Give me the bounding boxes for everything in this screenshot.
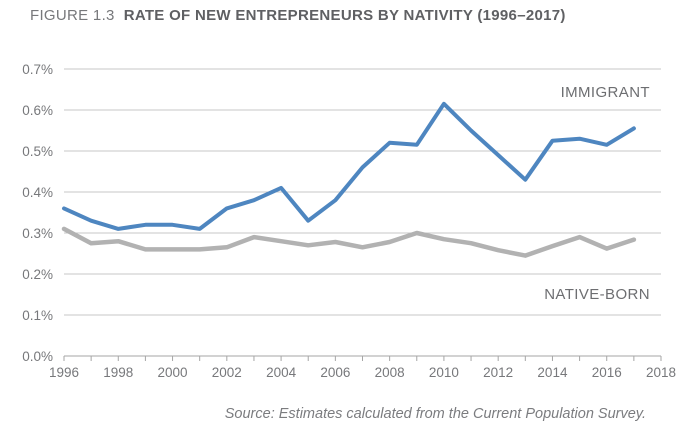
x-axis-tick-label: 2018 xyxy=(646,365,676,380)
native-born-line xyxy=(61,226,637,258)
x-axis-tick-label: 2000 xyxy=(158,365,188,380)
y-axis-tick-label: 0.0% xyxy=(22,349,53,364)
y-axis-tick-label: 0.2% xyxy=(22,267,53,282)
x-axis-tick-label: 1996 xyxy=(49,365,79,380)
figure-heading: RATE OF NEW ENTREPRENEURS BY NATIVITY (1… xyxy=(123,7,566,24)
y-axis-tick-label: 0.5% xyxy=(22,144,53,159)
x-axis-tick-label: 2012 xyxy=(483,365,513,380)
y-axis-tick-label: 0.7% xyxy=(22,62,53,77)
immigrant-line xyxy=(62,101,636,231)
x-axis-tick-label: 2014 xyxy=(537,365,568,380)
y-axis-tick-label: 0.1% xyxy=(22,308,53,323)
x-axis-tick-label: 2010 xyxy=(429,365,459,380)
immigrant-series-label: IMMIGRANT xyxy=(560,84,650,101)
source-note: Source: Estimates calculated from the Cu… xyxy=(224,406,646,422)
y-axis-tick-label: 0.3% xyxy=(22,226,53,241)
figure-number: FIGURE 1.3 xyxy=(30,7,115,24)
x-axis-tick-label: 2016 xyxy=(592,365,622,380)
y-axis-tick-label: 0.6% xyxy=(22,103,53,118)
x-axis-tick-label: 1998 xyxy=(103,365,133,380)
native-born-series-label: NATIVE-BORN xyxy=(544,286,650,303)
x-axis-tick-label: 2008 xyxy=(375,365,405,380)
x-axis-tick-label: 2004 xyxy=(266,365,297,380)
x-axis-tick-label: 2006 xyxy=(320,365,350,380)
y-axis-tick-label: 0.4% xyxy=(22,185,53,200)
figure-title: FIGURE 1.3 RATE OF NEW ENTREPRENEURS BY N… xyxy=(30,7,566,24)
x-axis-tick-label: 2002 xyxy=(212,365,242,380)
